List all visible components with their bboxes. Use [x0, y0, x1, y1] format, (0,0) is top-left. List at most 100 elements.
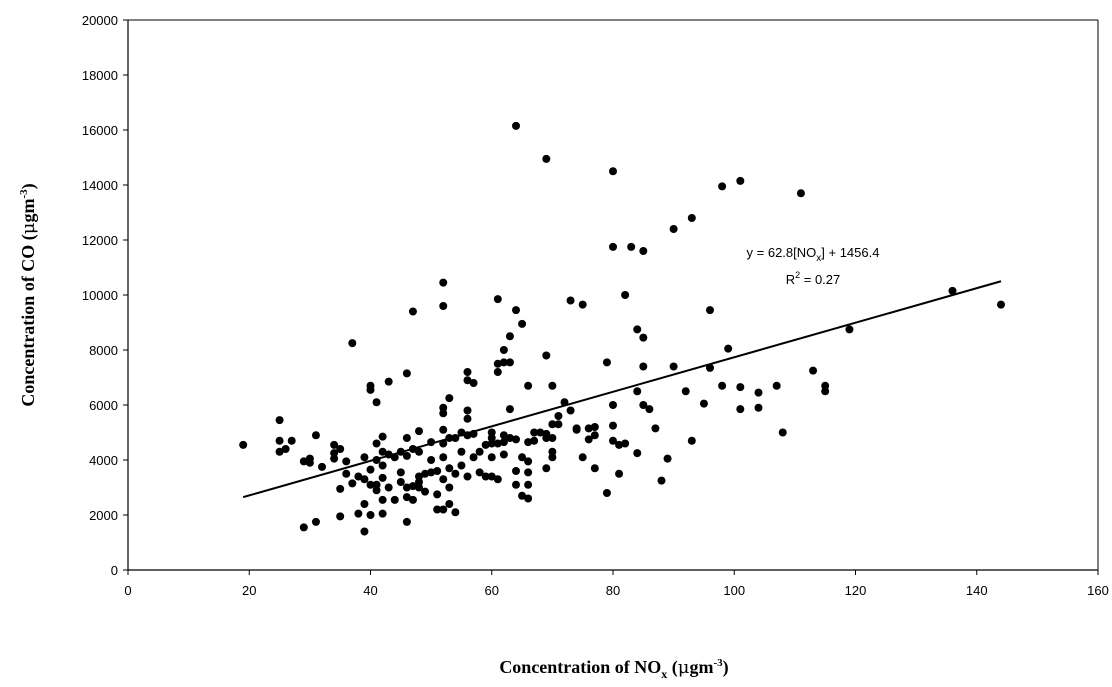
data-point — [433, 490, 442, 499]
trendline — [242, 280, 1002, 499]
data-point — [639, 401, 648, 409]
data-point — [493, 368, 502, 376]
trendline-equation: y = 62.8[NOx] + 1456.4 — [747, 245, 880, 264]
data-point — [433, 467, 442, 475]
data-point — [512, 121, 520, 130]
data-points — [239, 121, 1005, 536]
data-point — [348, 339, 357, 348]
data-point — [566, 296, 575, 305]
data-point — [366, 511, 375, 519]
data-point — [687, 214, 696, 222]
data-point — [402, 493, 411, 502]
data-point — [408, 495, 417, 504]
data-point — [645, 405, 654, 414]
data-point — [524, 457, 533, 466]
data-point — [475, 468, 484, 477]
data-point — [548, 453, 557, 462]
data-point — [845, 325, 854, 334]
data-point — [706, 306, 714, 315]
data-point — [821, 387, 830, 396]
data-point — [524, 381, 533, 390]
data-point — [305, 454, 314, 463]
x-tick-label: 80 — [606, 583, 620, 598]
x-axis-ticks: 0 20 40 60 80 100 120 140 160 — [124, 570, 1109, 598]
data-point — [408, 307, 417, 316]
y-tick-label: 4000 — [89, 453, 118, 468]
data-point — [384, 483, 393, 492]
data-point — [493, 439, 502, 448]
data-point — [548, 447, 557, 456]
data-point — [524, 480, 533, 489]
data-point — [463, 376, 472, 385]
data-point — [584, 424, 593, 433]
data-point — [530, 428, 539, 437]
data-point — [360, 500, 369, 508]
data-point — [481, 472, 490, 481]
data-point — [366, 480, 375, 489]
data-point — [487, 434, 496, 442]
data-point — [651, 424, 660, 433]
data-point — [439, 505, 448, 514]
data-point — [578, 300, 587, 309]
data-point — [457, 447, 466, 456]
data-point — [433, 505, 442, 514]
data-point — [445, 500, 454, 508]
data-point — [463, 414, 472, 423]
data-point — [493, 359, 502, 368]
data-point — [609, 421, 617, 430]
data-point — [997, 300, 1005, 309]
y-tick-label: 8000 — [89, 343, 118, 358]
data-point — [499, 346, 508, 354]
data-point — [657, 476, 666, 485]
data-point — [948, 286, 957, 295]
data-point — [402, 451, 411, 460]
data-point — [627, 242, 636, 251]
y-tick-label: 20000 — [82, 13, 118, 28]
data-point — [633, 387, 642, 396]
x-tick-label: 140 — [966, 583, 988, 598]
data-point — [681, 387, 690, 396]
y-tick-label: 12000 — [82, 233, 118, 248]
x-tick-label: 40 — [363, 583, 377, 598]
y-tick-label: 0 — [111, 563, 118, 578]
data-point — [451, 469, 460, 478]
data-point — [499, 358, 508, 367]
data-point — [330, 454, 339, 463]
data-point — [475, 447, 484, 456]
data-point — [336, 445, 345, 453]
r-squared-label: R2 = 0.27 — [786, 270, 841, 287]
data-point — [287, 436, 296, 445]
data-point — [505, 434, 514, 442]
data-point — [384, 377, 393, 386]
data-point — [609, 242, 617, 251]
data-point — [621, 291, 630, 299]
data-point — [396, 478, 405, 486]
data-point — [590, 464, 599, 473]
data-point — [706, 363, 714, 372]
data-point — [572, 425, 581, 434]
data-point — [299, 457, 308, 466]
data-point — [330, 449, 339, 458]
data-point — [402, 517, 411, 526]
data-point — [360, 475, 369, 484]
data-point — [378, 447, 387, 456]
data-point — [505, 358, 514, 367]
data-point — [378, 509, 387, 518]
data-point — [378, 473, 387, 482]
data-point — [378, 432, 387, 441]
data-point — [330, 440, 339, 449]
data-point — [275, 436, 284, 445]
data-point — [524, 438, 533, 447]
y-tick-label: 10000 — [82, 288, 118, 303]
data-point — [451, 508, 460, 517]
data-point — [796, 189, 805, 198]
data-point — [421, 487, 430, 496]
data-point — [439, 425, 448, 434]
data-point — [336, 512, 345, 521]
data-point — [687, 436, 696, 445]
data-point — [772, 381, 781, 390]
data-point — [548, 381, 557, 390]
data-point — [718, 182, 727, 191]
data-point — [336, 484, 345, 493]
data-point — [821, 381, 830, 390]
